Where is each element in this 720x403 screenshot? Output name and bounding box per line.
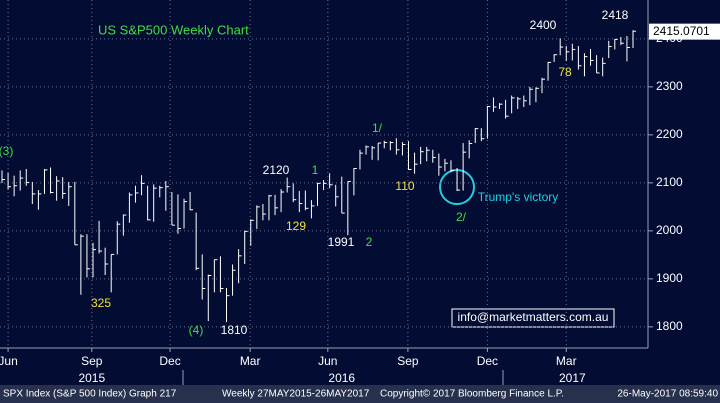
x-tick-label: Sep — [397, 354, 419, 368]
year-label: 2017 — [559, 371, 586, 385]
annotation: 1 — [312, 163, 319, 177]
annotation: (3) — [0, 144, 13, 158]
last-price-box — [649, 23, 720, 40]
y-tick-label: 2300 — [656, 79, 683, 93]
year-label: 2015 — [78, 371, 105, 385]
x-tick-label: Jun — [0, 354, 18, 368]
annotation: (4) — [189, 323, 204, 337]
x-tick-label: Dec — [159, 354, 180, 368]
annotation: 2/ — [456, 210, 467, 224]
y-tick-label: 1900 — [656, 271, 683, 285]
annotation: 2418 — [602, 8, 629, 22]
x-tick-label: Sep — [81, 354, 103, 368]
annotation: 110 — [395, 179, 414, 193]
footer-bar — [0, 385, 720, 403]
annotation: 2400 — [530, 18, 557, 32]
last-price-label: 2415.0701 — [653, 24, 710, 38]
y-tick-label: 2200 — [656, 127, 683, 141]
x-tick-label: Mar — [556, 354, 577, 368]
annotation: 1810 — [221, 323, 248, 337]
footer-text: Weekly 27MAY2015-26MAY2017 — [222, 389, 370, 400]
x-tick-label: Mar — [240, 354, 261, 368]
email: info@marketmatters.com.au — [458, 310, 609, 324]
annotation: 78 — [558, 65, 572, 79]
x-tick-label: Jun — [318, 354, 337, 368]
annotation: 1991 — [328, 235, 355, 249]
y-tick-label: 2100 — [656, 175, 683, 189]
footer-text: 26-May-2017 08:59:40 — [617, 389, 718, 400]
year-label: 2016 — [328, 371, 355, 385]
annotation: 129 — [286, 219, 306, 233]
annotation: 2 — [366, 235, 373, 249]
annotation: Trump's victory — [478, 190, 559, 204]
x-tick-label: Dec — [477, 354, 498, 368]
footer-text: SPX Index (S&P 500 Index) Graph 217 — [3, 389, 177, 400]
footer-text: Copyright© 2017 Bloomberg Finance L.P. — [380, 389, 564, 400]
y-tick-label: 2000 — [656, 223, 683, 237]
annotation: 1/ — [372, 121, 383, 135]
y-tick-label: 1800 — [656, 319, 683, 333]
chart-title: US S&P500 Weekly Chart — [98, 22, 249, 37]
annotation: 325 — [91, 296, 111, 310]
annotation: 2120 — [263, 163, 290, 177]
